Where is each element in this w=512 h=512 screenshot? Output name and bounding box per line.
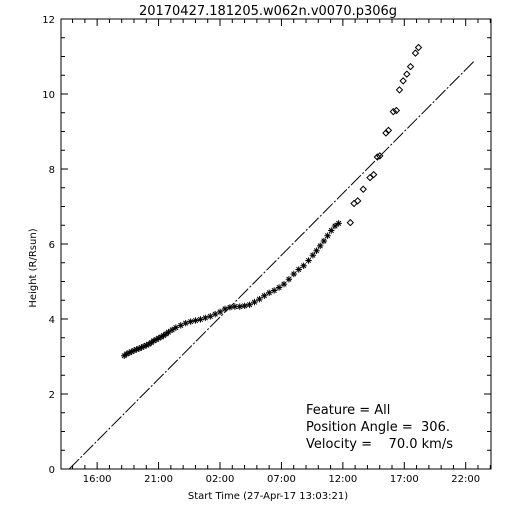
diamond-point [384, 126, 393, 135]
asterisk-point [275, 284, 283, 291]
marks-group [68, 43, 476, 470]
diamond-point [411, 49, 420, 57]
asterisk-point [305, 257, 312, 264]
diamond-point [403, 70, 411, 78]
asterisk-point [324, 232, 331, 239]
asterisk-point [313, 247, 320, 254]
asterisk-point [182, 319, 189, 327]
diamond-point [406, 62, 415, 71]
fit-line [68, 59, 476, 470]
asterisk-point [202, 314, 209, 322]
diamond-point [382, 129, 390, 137]
asterisk-point [251, 298, 258, 306]
x-tick-label: 12:00 [328, 474, 357, 485]
asterisk-point [335, 220, 342, 227]
asterisk-point [261, 292, 268, 299]
asterisk-point [246, 301, 253, 308]
diamond-point [353, 197, 362, 205]
asterisk-point [226, 304, 234, 311]
x-tick-label: 07:00 [267, 474, 296, 485]
diamond-point [359, 185, 367, 193]
asterisk-point [221, 305, 229, 313]
y-tick-label: 2 [49, 390, 55, 401]
asterisk-point [177, 322, 184, 329]
asterisk-point [295, 266, 302, 273]
diamond-point [399, 77, 407, 85]
diamond-point [376, 152, 384, 160]
asterisk-point [317, 242, 324, 250]
annotation-feature: Feature = All [306, 403, 390, 418]
asterisk-point [256, 295, 263, 303]
diamond-point [350, 199, 358, 208]
asterisk-point [309, 252, 317, 259]
asterisk-point [300, 262, 307, 269]
asterisk-point [216, 308, 224, 316]
y-tick-label: 0 [49, 465, 55, 476]
chart-title: 20170427.181205.w062n.v0070.p306g [139, 4, 397, 19]
asterisk-point [236, 303, 243, 310]
x-tick-label: 17:00 [390, 474, 419, 485]
asterisk-point [266, 289, 273, 296]
diamond-point [369, 170, 378, 179]
asterisk-point [197, 316, 204, 323]
y-tick-label: 4 [49, 315, 55, 326]
asterisk-point [165, 328, 172, 336]
diamond-point [392, 106, 401, 115]
asterisk-point [331, 222, 339, 230]
diamond-point [389, 107, 398, 116]
plot-frame [60, 18, 492, 470]
y-tick-label: 8 [49, 165, 55, 176]
annotation-velocity: Velocity = 70.0 km/s [306, 437, 453, 452]
y-tick-label: 6 [49, 240, 55, 251]
diamond-point [414, 43, 423, 52]
asterisk-point [328, 227, 335, 234]
y-tick-label: 10 [42, 90, 55, 101]
asterisk-point [320, 237, 328, 245]
diamond-point [373, 153, 382, 161]
asterisk-point [207, 313, 214, 320]
x-tick-label: 02:00 [206, 474, 235, 485]
asterisk-point [270, 287, 278, 294]
x-tick-label: 22:00 [451, 474, 480, 485]
y-tick-label: 12 [42, 15, 55, 26]
asterisk-point [211, 310, 219, 318]
diamond-point [395, 86, 404, 94]
x-tick-label: 16:00 [83, 474, 112, 485]
x-axis-label: Start Time (27-Apr-17 13:03:21) [188, 491, 348, 502]
annotation-position-angle: Position Angle = 306. [306, 420, 450, 435]
axes-group: 0 2 4 6 8 10 12 16:00 21:00 02:00 07:00 12:00 17:00 2… [42, 15, 492, 485]
asterisk-point [187, 318, 194, 325]
asterisk-point [280, 280, 288, 288]
diamond-point [346, 218, 355, 227]
asterisk-point [285, 276, 293, 283]
y-axis-label: Height (R/Rsun) [28, 228, 39, 307]
x-tick-label: 21:00 [144, 474, 173, 485]
asterisk-point [241, 302, 248, 310]
asterisk-point [192, 317, 199, 324]
asterisk-point [172, 324, 180, 331]
asterisk-point [290, 270, 298, 278]
